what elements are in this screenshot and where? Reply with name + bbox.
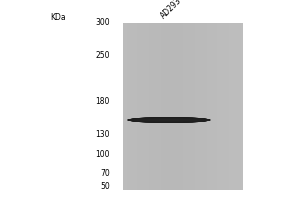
- Bar: [231, 23, 233, 190]
- Bar: [189, 23, 191, 190]
- Bar: [125, 23, 127, 190]
- Bar: [163, 23, 165, 190]
- Bar: [187, 23, 189, 190]
- Bar: [229, 23, 231, 190]
- Bar: [215, 23, 217, 190]
- Bar: [185, 23, 187, 190]
- Text: 180: 180: [96, 97, 110, 106]
- Bar: [151, 23, 153, 190]
- Ellipse shape: [130, 118, 207, 122]
- Ellipse shape: [140, 119, 198, 121]
- Text: 300: 300: [95, 18, 110, 27]
- Ellipse shape: [130, 118, 207, 122]
- Bar: [233, 23, 235, 190]
- Bar: [147, 23, 149, 190]
- Bar: [191, 23, 193, 190]
- Ellipse shape: [129, 118, 208, 122]
- Ellipse shape: [154, 119, 184, 121]
- Bar: [199, 23, 201, 190]
- Bar: [219, 23, 221, 190]
- Ellipse shape: [148, 119, 190, 121]
- Bar: [201, 23, 203, 190]
- Ellipse shape: [144, 119, 194, 121]
- Ellipse shape: [137, 119, 200, 121]
- Ellipse shape: [128, 117, 210, 123]
- Bar: [235, 23, 237, 190]
- Bar: [213, 23, 215, 190]
- Bar: [195, 23, 197, 190]
- Bar: [227, 23, 229, 190]
- Bar: [123, 23, 125, 190]
- Ellipse shape: [154, 119, 184, 121]
- Bar: [165, 23, 167, 190]
- Bar: [173, 23, 175, 190]
- Bar: [209, 23, 211, 190]
- Bar: [203, 23, 205, 190]
- Bar: [153, 23, 155, 190]
- Text: 130: 130: [95, 130, 110, 139]
- Bar: [169, 23, 171, 190]
- Bar: [205, 23, 207, 190]
- Ellipse shape: [128, 117, 210, 123]
- Text: 250: 250: [95, 51, 110, 60]
- Bar: [155, 23, 157, 190]
- Ellipse shape: [128, 117, 210, 123]
- Bar: [167, 23, 169, 190]
- Ellipse shape: [129, 118, 208, 122]
- Bar: [223, 23, 225, 190]
- Bar: [179, 23, 181, 190]
- Bar: [135, 23, 137, 190]
- Bar: [133, 23, 135, 190]
- Bar: [181, 23, 183, 190]
- Ellipse shape: [128, 117, 210, 123]
- Bar: [137, 23, 139, 190]
- Bar: [197, 23, 199, 190]
- Bar: [241, 23, 243, 190]
- Bar: [139, 23, 141, 190]
- Bar: [177, 23, 179, 190]
- Bar: [171, 23, 173, 190]
- Text: 100: 100: [95, 150, 110, 159]
- Bar: [161, 23, 163, 190]
- Text: 50: 50: [100, 182, 110, 191]
- Text: AD293: AD293: [159, 0, 184, 20]
- Ellipse shape: [132, 118, 206, 122]
- Ellipse shape: [132, 118, 206, 122]
- Bar: [211, 23, 213, 190]
- Bar: [131, 23, 133, 190]
- Bar: [239, 23, 241, 190]
- Ellipse shape: [133, 118, 205, 122]
- Bar: [217, 23, 219, 190]
- Ellipse shape: [135, 119, 202, 121]
- Bar: [149, 23, 151, 190]
- Ellipse shape: [148, 119, 190, 121]
- Ellipse shape: [128, 117, 210, 123]
- Text: KDa: KDa: [50, 13, 66, 22]
- Bar: [159, 23, 161, 190]
- Text: 70: 70: [100, 169, 110, 178]
- Bar: [193, 23, 195, 190]
- Bar: [225, 23, 227, 190]
- Bar: [175, 23, 177, 190]
- Bar: [237, 23, 239, 190]
- Ellipse shape: [135, 119, 202, 121]
- Ellipse shape: [127, 117, 211, 123]
- Ellipse shape: [144, 119, 194, 121]
- Bar: [127, 23, 129, 190]
- Bar: [183, 23, 185, 190]
- Ellipse shape: [128, 118, 209, 122]
- Bar: [143, 23, 145, 190]
- Ellipse shape: [140, 119, 198, 121]
- Bar: [141, 23, 143, 190]
- Ellipse shape: [133, 118, 205, 122]
- Bar: [207, 23, 209, 190]
- Bar: [157, 23, 159, 190]
- Bar: [221, 23, 223, 190]
- Bar: [145, 23, 147, 190]
- Ellipse shape: [137, 119, 200, 121]
- Bar: [129, 23, 131, 190]
- Ellipse shape: [127, 117, 211, 123]
- Ellipse shape: [128, 118, 209, 122]
